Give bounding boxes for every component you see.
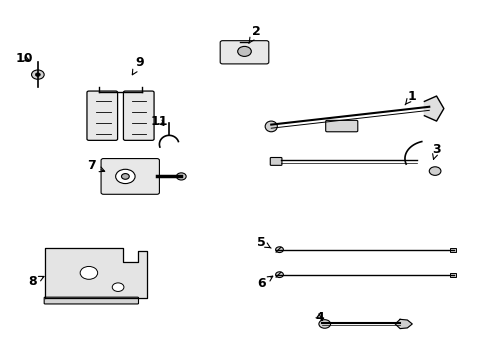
Bar [449,248,455,252]
Circle shape [121,174,129,179]
Text: 8: 8 [29,275,44,288]
Text: 3: 3 [431,143,440,159]
Polygon shape [394,319,411,329]
FancyBboxPatch shape [270,157,282,165]
Text: 9: 9 [132,55,144,75]
Text: 7: 7 [87,159,104,172]
Ellipse shape [264,121,277,132]
Text: 10: 10 [16,52,33,65]
Circle shape [237,46,251,57]
Circle shape [80,266,98,279]
Circle shape [35,73,40,76]
Text: 11: 11 [150,114,168,127]
FancyBboxPatch shape [220,41,268,64]
FancyBboxPatch shape [325,120,357,132]
Circle shape [318,320,330,328]
Circle shape [112,283,123,292]
Text: 2: 2 [248,25,261,43]
Text: 6: 6 [257,276,272,290]
Circle shape [275,272,283,278]
Polygon shape [45,248,147,298]
FancyBboxPatch shape [44,297,138,304]
Circle shape [275,247,283,252]
Circle shape [31,70,44,79]
Circle shape [116,169,135,184]
Bar [449,273,455,277]
FancyBboxPatch shape [87,91,117,140]
Text: 4: 4 [315,311,324,324]
Circle shape [428,167,440,175]
Circle shape [176,173,186,180]
Polygon shape [424,96,443,121]
Text: 1: 1 [404,90,416,105]
Text: 5: 5 [257,236,270,249]
FancyBboxPatch shape [123,91,154,140]
FancyBboxPatch shape [101,158,159,194]
